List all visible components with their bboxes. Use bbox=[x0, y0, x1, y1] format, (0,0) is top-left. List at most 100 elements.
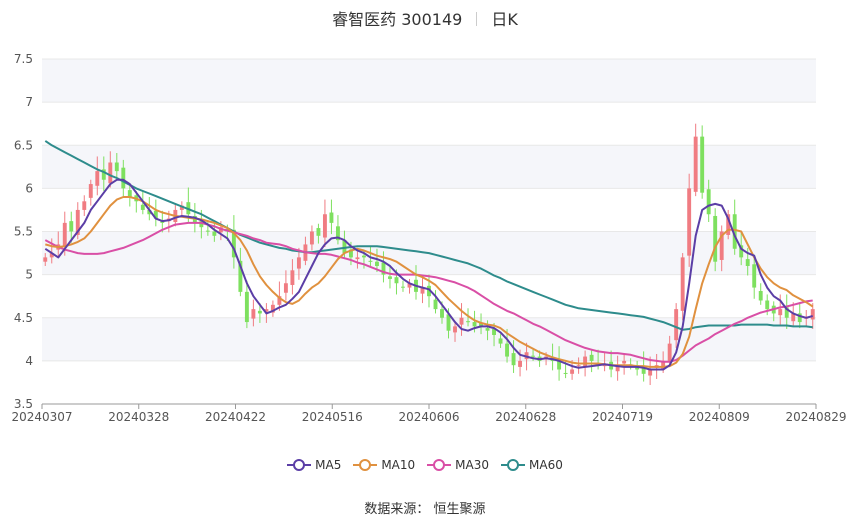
x-tick-label: 20240829 bbox=[785, 410, 846, 424]
candle-up bbox=[355, 257, 360, 260]
candle-up bbox=[251, 309, 256, 319]
candle-up bbox=[82, 201, 87, 210]
candle-down bbox=[440, 309, 444, 318]
candle-up bbox=[693, 136, 698, 192]
candle-up bbox=[583, 356, 588, 367]
candle-down bbox=[765, 300, 770, 310]
title-separator bbox=[476, 12, 478, 26]
legend-marker bbox=[287, 458, 312, 472]
data-source: 数据来源： 恒生聚源 bbox=[364, 502, 486, 517]
ma30-line bbox=[44, 221, 813, 363]
candle-down bbox=[114, 162, 119, 172]
y-tick-label: 7.5 bbox=[14, 52, 33, 66]
candle-down bbox=[401, 286, 405, 288]
candle-up bbox=[778, 309, 783, 316]
legend-item-ma5[interactable]: MA5 bbox=[287, 458, 341, 472]
candle-down bbox=[69, 221, 74, 232]
candle-up bbox=[810, 309, 815, 320]
candle-up bbox=[43, 257, 48, 262]
candle-down bbox=[368, 260, 373, 262]
legend-label: MA5 bbox=[315, 458, 342, 472]
candle-down bbox=[713, 215, 718, 262]
x-tick-label: 20240516 bbox=[302, 410, 363, 424]
candle-up bbox=[290, 270, 295, 285]
candle-down bbox=[531, 355, 536, 357]
legend-item-ma10[interactable]: MA10 bbox=[353, 458, 415, 472]
candle-up bbox=[518, 360, 523, 367]
candle-down bbox=[700, 136, 705, 193]
candle-down bbox=[375, 261, 379, 266]
legend-item-ma30[interactable]: MA30 bbox=[427, 458, 489, 472]
candle-up bbox=[602, 365, 607, 367]
candle-up bbox=[453, 326, 457, 333]
y-tick-label: 5 bbox=[25, 268, 33, 282]
x-tick-label: 20240719 bbox=[592, 410, 653, 424]
candle-down bbox=[140, 204, 145, 210]
candle-down bbox=[745, 259, 750, 266]
candle-down bbox=[212, 231, 217, 236]
candle-down bbox=[381, 262, 386, 275]
x-tick-label: 20240307 bbox=[11, 410, 72, 424]
candle-down bbox=[479, 322, 483, 327]
candle-up bbox=[570, 369, 575, 374]
candle-down bbox=[563, 372, 568, 374]
x-tick-label: 20240628 bbox=[495, 410, 556, 424]
legend-label: MA60 bbox=[529, 458, 563, 472]
candle-up bbox=[62, 222, 67, 247]
candle-down bbox=[257, 310, 262, 314]
y-tick-label: 4 bbox=[25, 354, 33, 368]
candle-up bbox=[49, 253, 54, 258]
candle-up bbox=[680, 257, 685, 311]
candle-down bbox=[784, 307, 789, 318]
candle-down bbox=[127, 190, 132, 197]
candle-down bbox=[394, 277, 399, 284]
period-label: 日K bbox=[491, 10, 518, 29]
candle-down bbox=[511, 353, 516, 366]
candle-up bbox=[75, 209, 80, 235]
candle-down bbox=[485, 328, 490, 331]
candle-up bbox=[283, 283, 288, 293]
grid-band bbox=[42, 145, 816, 189]
legend-marker bbox=[501, 458, 526, 472]
candle-up bbox=[719, 231, 724, 260]
candle-down bbox=[348, 249, 353, 258]
candle-up bbox=[726, 214, 731, 235]
candle-up bbox=[270, 304, 275, 313]
legend-item-ma60[interactable]: MA60 bbox=[501, 458, 563, 472]
y-tick-label: 6 bbox=[25, 181, 33, 195]
candle-down bbox=[498, 338, 503, 344]
candle-down bbox=[797, 313, 802, 323]
candle-down bbox=[732, 214, 737, 249]
legend-label: MA10 bbox=[381, 458, 416, 472]
candle-down bbox=[739, 245, 744, 258]
candle-down bbox=[388, 276, 392, 279]
candle-down bbox=[244, 291, 249, 323]
candle-down bbox=[329, 212, 334, 223]
candle-down bbox=[492, 328, 496, 335]
x-tick-label: 20240606 bbox=[398, 410, 459, 424]
candle-down bbox=[433, 299, 438, 310]
candle-down bbox=[316, 228, 321, 236]
candle-down bbox=[205, 230, 210, 232]
candle-up bbox=[544, 356, 549, 358]
candle-up bbox=[108, 162, 113, 184]
y-tick-label: 3.5 bbox=[14, 397, 33, 411]
candle-up bbox=[791, 313, 796, 322]
candle-up bbox=[459, 317, 464, 325]
y-tick-label: 4.5 bbox=[14, 311, 33, 325]
candle-down bbox=[362, 255, 366, 258]
legend-marker bbox=[353, 458, 378, 472]
candle-up bbox=[667, 343, 672, 361]
candle-down bbox=[231, 229, 236, 258]
candle-down bbox=[758, 291, 763, 301]
y-tick-label: 6.5 bbox=[14, 138, 33, 152]
candle-down bbox=[147, 209, 152, 215]
candle-up bbox=[648, 369, 653, 376]
candle-up bbox=[622, 360, 627, 364]
grid-band bbox=[42, 59, 816, 103]
ma10-line bbox=[45, 196, 814, 368]
candle-down bbox=[238, 260, 243, 292]
legend-marker bbox=[427, 458, 452, 472]
candle-up bbox=[277, 296, 282, 305]
